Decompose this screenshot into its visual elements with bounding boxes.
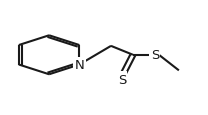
Text: N: N [74, 59, 84, 71]
Text: S: S [151, 49, 159, 62]
Text: S: S [118, 73, 126, 86]
